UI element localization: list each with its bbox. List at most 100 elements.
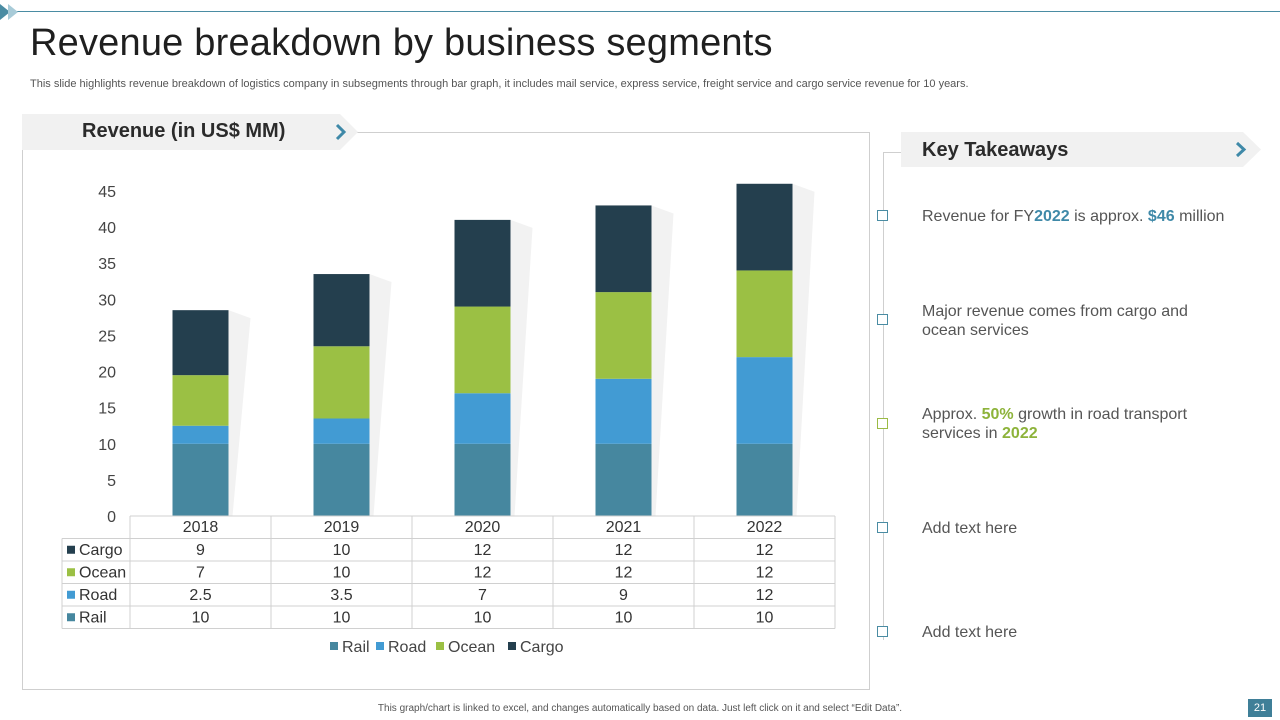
bar-segment-rail-2022 <box>736 443 793 516</box>
bar-segment-road-2022 <box>736 357 793 444</box>
takeaway-bullet-1 <box>877 210 888 221</box>
table-cell: 7 <box>196 564 205 581</box>
takeaway-bullet-5 <box>877 626 888 637</box>
table-row-label: Rail <box>79 609 107 626</box>
bar-segment-rail-2018 <box>172 443 229 516</box>
legend-key-ocean <box>436 642 444 650</box>
table-cell: 12 <box>615 542 633 559</box>
legend-key-rail <box>330 642 338 650</box>
bar-segment-ocean-2021 <box>595 292 652 379</box>
timeline-cap <box>883 152 901 153</box>
takeaway-1: Revenue for FY2022 is approx. $46 millio… <box>922 208 1225 225</box>
bar-segment-road-2020 <box>454 393 511 444</box>
y-tick-label: 15 <box>98 401 116 418</box>
y-tick-label: 20 <box>98 365 116 382</box>
legend-label-cargo: Cargo <box>520 639 564 656</box>
table-row-label: Ocean <box>79 564 126 581</box>
page-title: Revenue breakdown by business segments <box>30 22 773 64</box>
x-tick-label: 2018 <box>183 519 219 536</box>
bar-segment-cargo-2019 <box>313 274 370 347</box>
table-cell: 12 <box>615 564 633 581</box>
bar-segment-ocean-2018 <box>172 375 229 426</box>
bar-segment-cargo-2018 <box>172 310 229 376</box>
table-cell: 10 <box>333 609 351 626</box>
takeaway-5: Add text here <box>922 624 1018 641</box>
takeaway-bullet-2 <box>877 314 888 325</box>
table-cell: 7 <box>478 587 487 604</box>
takeaway-bullet-3 <box>877 418 888 429</box>
table-legend-key-road <box>67 590 75 599</box>
bar-segment-rail-2021 <box>595 443 652 516</box>
table-row-label: Cargo <box>79 542 123 559</box>
legend-label-rail: Rail <box>342 639 370 656</box>
bar-segment-cargo-2022 <box>736 183 793 271</box>
takeaway-3: Approx. 50% growth in road transport ser… <box>922 406 1188 442</box>
table-cell: 12 <box>756 542 774 559</box>
y-tick-label: 45 <box>98 184 116 201</box>
takeaways-title: Key Takeaways <box>922 139 1069 161</box>
x-tick-label: 2020 <box>465 519 501 536</box>
y-tick-label: 10 <box>98 437 116 454</box>
table-cell: 12 <box>756 564 774 581</box>
bar-shadow <box>792 183 815 516</box>
timeline-line <box>883 152 884 640</box>
top-rule <box>10 11 1280 12</box>
y-tick-label: 5 <box>107 473 116 490</box>
y-tick-label: 35 <box>98 256 116 273</box>
table-row-label: Road <box>79 587 117 604</box>
bar-shadow <box>369 274 392 516</box>
legend-label-ocean: Ocean <box>448 639 495 656</box>
chart-panel-title: Revenue (in US$ MM) <box>82 120 286 142</box>
bar-segment-rail-2019 <box>313 443 370 516</box>
y-tick-label: 25 <box>98 328 116 345</box>
table-legend-key-rail <box>67 613 75 622</box>
table-cell: 12 <box>756 587 774 604</box>
table-cell: 3.5 <box>330 587 352 604</box>
takeaways-banner <box>901 132 1261 167</box>
chart-frame <box>22 132 870 690</box>
chart-title-banner <box>22 114 358 150</box>
x-tick-label: 2019 <box>324 519 360 536</box>
bar-segment-ocean-2022 <box>736 270 793 358</box>
table-cell: 9 <box>619 587 628 604</box>
table-cell: 10 <box>615 609 633 626</box>
x-tick-label: 2022 <box>747 519 783 536</box>
takeaway-2: Major revenue comes from cargo and ocean… <box>922 303 1188 339</box>
table-legend-key-ocean <box>67 568 75 577</box>
bar-segment-road-2021 <box>595 378 652 444</box>
bar-segment-road-2019 <box>313 418 370 444</box>
page-number: 21 <box>1248 699 1272 717</box>
table-cell: 2.5 <box>189 587 211 604</box>
legend-key-road <box>376 642 384 650</box>
table-cell: 12 <box>474 542 492 559</box>
table-cell: 10 <box>756 609 774 626</box>
table-legend-key-cargo <box>67 545 75 554</box>
bar-segment-cargo-2021 <box>595 205 652 293</box>
bar-segment-cargo-2020 <box>454 219 511 307</box>
bar-shadow <box>228 310 251 516</box>
takeaway-bullet-4 <box>877 522 888 533</box>
x-tick-label: 2021 <box>606 519 642 536</box>
table-cell: 10 <box>192 609 210 626</box>
legend-label-road: Road <box>388 639 426 656</box>
y-tick-label: 40 <box>98 220 116 237</box>
bar-segment-ocean-2019 <box>313 346 370 419</box>
table-cell: 10 <box>333 542 351 559</box>
y-tick-label: 0 <box>107 509 116 526</box>
takeaway-4: Add text here <box>922 520 1018 537</box>
bar-segment-rail-2020 <box>454 443 511 516</box>
table-cell: 10 <box>333 564 351 581</box>
bar-shadow <box>510 219 533 516</box>
table-cell: 10 <box>474 609 492 626</box>
table-cell: 9 <box>196 542 205 559</box>
bar-segment-road-2018 <box>172 425 229 444</box>
footer-note: This graph/chart is linked to excel, and… <box>377 703 903 714</box>
page-subtitle: This slide highlights revenue breakdown … <box>30 78 969 90</box>
legend-key-cargo <box>508 642 516 650</box>
bar-segment-ocean-2020 <box>454 306 511 394</box>
bar-shadow <box>651 205 674 516</box>
y-tick-label: 30 <box>98 292 116 309</box>
table-cell: 12 <box>474 564 492 581</box>
corner-arrow-icon <box>0 4 18 20</box>
